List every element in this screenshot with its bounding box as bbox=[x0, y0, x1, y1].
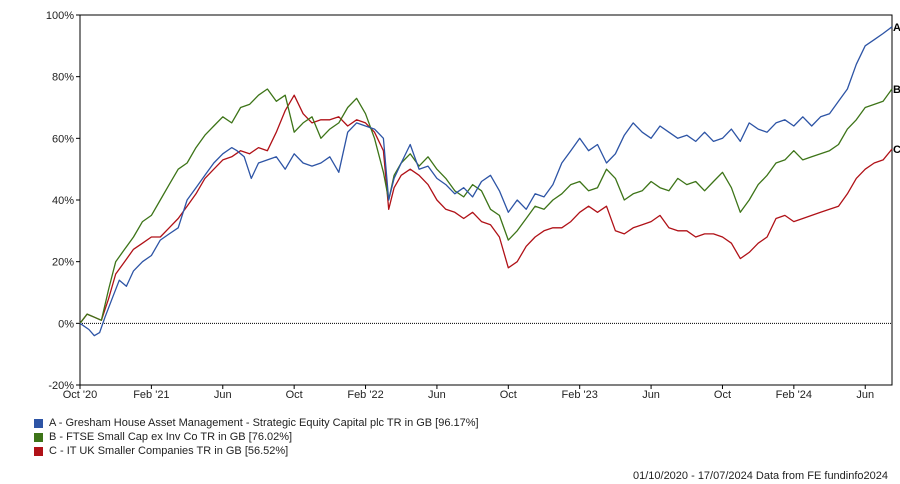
legend-item-a: A - Gresham House Asset Management - Str… bbox=[34, 416, 479, 430]
legend-swatch-b bbox=[34, 432, 43, 442]
legend-swatch-c bbox=[34, 446, 43, 456]
line-chart: -20% 0% 20% 40% 60% 80% 100% Oct '20 Feb '21 Jun O… bbox=[46, 10, 900, 401]
data-source-footer: 01/10/2020 - 17/07/2024 Data from FE fun… bbox=[632, 470, 888, 482]
series-line-b bbox=[79, 88, 893, 324]
y-tick-label: 40% bbox=[52, 195, 74, 207]
legend: A - Gresham House Asset Management - Str… bbox=[34, 416, 479, 458]
y-tick-label: 100% bbox=[46, 10, 74, 22]
y-tick-label: 80% bbox=[52, 72, 74, 84]
x-tick-label: Jun bbox=[428, 389, 446, 400]
x-tick-label: Oct bbox=[286, 389, 303, 400]
chart-area: -20% 0% 20% 40% 60% 80% 100% Oct '20 Feb '21 Jun O… bbox=[46, 10, 900, 401]
series-line-a bbox=[79, 26, 893, 337]
y-tick-label: 0% bbox=[58, 318, 74, 330]
series-end-label-c: C bbox=[893, 144, 900, 156]
y-tick-label: -20% bbox=[48, 380, 74, 392]
x-tick-label: Oct bbox=[500, 389, 517, 400]
y-tick-label: 60% bbox=[52, 133, 74, 145]
x-tick-label: Jun bbox=[214, 389, 232, 400]
x-tick-label: Feb '22 bbox=[347, 389, 383, 400]
legend-item-b: B - FTSE Small Cap ex Inv Co TR in GB [7… bbox=[34, 430, 479, 444]
legend-label-c: C - IT UK Smaller Companies TR in GB [56… bbox=[49, 445, 289, 457]
legend-label-b: B - FTSE Small Cap ex Inv Co TR in GB [7… bbox=[49, 431, 293, 443]
x-tick-label: Jun bbox=[856, 389, 874, 400]
series-end-label-b: B bbox=[893, 84, 900, 96]
legend-item-c: C - IT UK Smaller Companies TR in GB [56… bbox=[34, 444, 479, 458]
legend-label-a: A - Gresham House Asset Management - Str… bbox=[49, 417, 479, 429]
series-end-label-a: A bbox=[893, 22, 900, 34]
y-tick-label: 20% bbox=[52, 257, 74, 269]
legend-swatch-a bbox=[34, 418, 43, 428]
x-tick-label: Oct bbox=[714, 389, 731, 400]
x-tick-label: Feb '21 bbox=[133, 389, 169, 400]
x-tick-label: Feb '24 bbox=[776, 389, 812, 400]
series-line-c bbox=[79, 94, 893, 324]
x-tick-label: Jun bbox=[642, 389, 660, 400]
x-tick-label: Feb '23 bbox=[562, 389, 598, 400]
x-tick-label: Oct '20 bbox=[63, 389, 98, 400]
